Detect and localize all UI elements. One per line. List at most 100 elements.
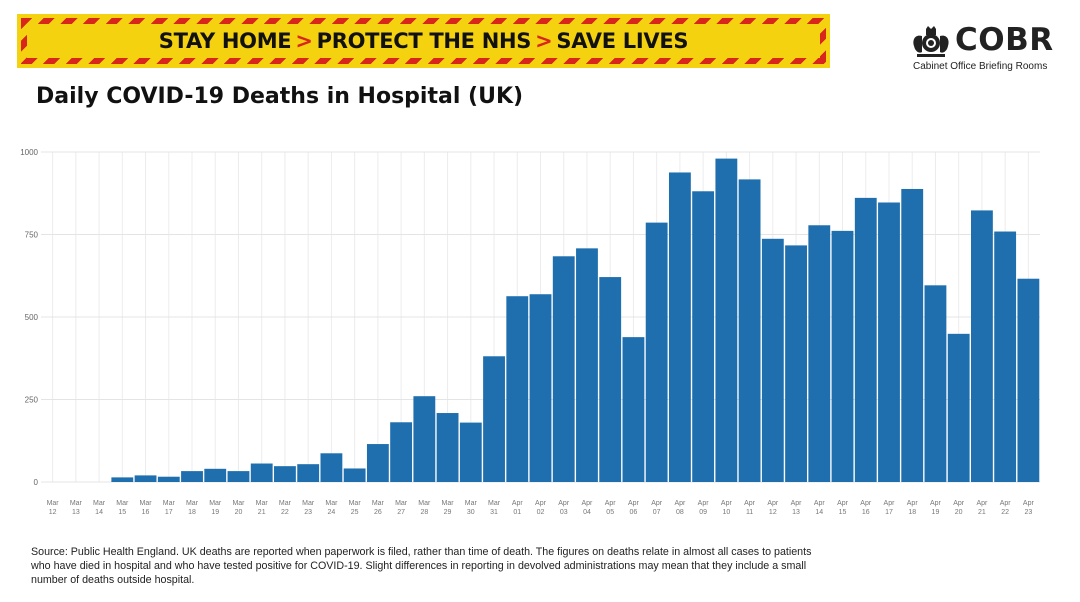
x-tick-label-day: 14 [95, 509, 103, 516]
bar [1017, 278, 1040, 482]
x-tick-label-month: Apr [1023, 500, 1035, 507]
x-tick-label-day: 13 [792, 509, 800, 516]
x-tick-label-day: 12 [49, 509, 57, 516]
source-note: Source: Public Health England. UK deaths… [31, 546, 812, 586]
bar [181, 471, 203, 482]
x-tick-label-month: Apr [860, 500, 872, 507]
x-tick-label-month: Mar [372, 500, 385, 507]
x-tick-label-day: 29 [444, 509, 452, 516]
x-tick-label-month: Apr [837, 500, 849, 507]
x-tick-label-day: 19 [211, 509, 219, 516]
x-tick-label-day: 21 [978, 509, 986, 516]
x-tick-label-month: Apr [698, 500, 710, 507]
y-tick-label: 0 [34, 478, 39, 487]
x-tick-label-month: Apr [814, 500, 826, 507]
x-tick-label-month: Mar [232, 500, 245, 507]
chart-title: Daily COVID-19 Deaths in Hospital (UK) [36, 84, 524, 109]
x-tick-label-day: 08 [676, 509, 684, 516]
bar [785, 245, 807, 482]
bar [552, 256, 575, 482]
x-tick-label-day: 17 [165, 509, 173, 516]
x-tick-label-month: Apr [512, 500, 524, 507]
x-tick-label-day: 06 [630, 509, 638, 516]
x-tick-label-month: Apr [628, 500, 640, 507]
x-tick-label-month: Apr [907, 500, 919, 507]
x-tick-label-month: Apr [674, 500, 686, 507]
bar [157, 476, 180, 482]
x-tick-label-day: 20 [955, 509, 963, 516]
bar [297, 464, 320, 482]
x-tick-label-day: 31 [490, 509, 498, 516]
bar [320, 453, 343, 482]
x-tick-label-month: Mar [395, 500, 408, 507]
x-tick-label-day: 23 [304, 509, 312, 516]
x-tick-label-month: Mar [209, 500, 222, 507]
royal-crest-icon [913, 26, 949, 57]
x-tick-label-month: Mar [116, 500, 129, 507]
x-tick-label-day: 16 [142, 509, 150, 516]
x-tick-label-month: Apr [721, 500, 733, 507]
x-tick-label-day: 10 [722, 509, 730, 516]
bar [761, 238, 784, 482]
x-tick-label-month: Apr [1000, 500, 1012, 507]
bar [506, 296, 529, 482]
chevron-right-icon: > [295, 29, 313, 53]
x-tick-label-month: Mar [325, 500, 338, 507]
x-tick-label-day: 18 [188, 509, 196, 516]
cobr-subtitle: Cabinet Office Briefing Rooms [913, 61, 1048, 72]
x-tick-label-day: 17 [885, 509, 893, 516]
x-tick-label-month: Apr [582, 500, 594, 507]
slogan-text: STAY HOME > PROTECT THE NHS > SAVE LIVES [27, 24, 820, 58]
x-tick-label-day: 11 [746, 509, 753, 516]
bar-chart: 0 250 500 750 1000 Mar 12 Mar 13 Mar 14 Mar 15 Mar 16 M… [20, 148, 1040, 516]
bar [134, 475, 157, 482]
x-tick-label-month: Mar [442, 500, 455, 507]
bar [483, 356, 505, 482]
x-tick-label-day: 22 [281, 509, 289, 516]
y-tick-label: 500 [25, 313, 39, 322]
slogan-protect-nhs: PROTECT THE NHS [316, 29, 532, 53]
bar [831, 230, 854, 482]
bar [529, 294, 552, 482]
bar [668, 172, 691, 482]
x-tick-label-day: 24 [328, 509, 336, 516]
slogan-stay-home: STAY HOME [158, 29, 292, 53]
bar [947, 333, 970, 482]
x-tick-label-month: Mar [140, 500, 153, 507]
bar [390, 422, 413, 482]
x-tick-label-day: 23 [1024, 509, 1032, 516]
bar [854, 197, 877, 482]
x-tick-label-day: 22 [1001, 509, 1009, 516]
x-tick-label-day: 25 [351, 509, 359, 516]
x-tick-label-day: 21 [258, 509, 266, 516]
bar [274, 466, 296, 482]
x-tick-label-day: 20 [235, 509, 243, 516]
y-tick-label: 1000 [20, 148, 38, 157]
bar [599, 277, 622, 482]
x-tick-label-day: 30 [467, 509, 475, 516]
bar [715, 158, 738, 482]
bar [250, 463, 273, 482]
bar [994, 231, 1017, 482]
x-tick-label-day: 15 [118, 509, 126, 516]
x-tick-label-month: Mar [418, 500, 431, 507]
x-tick-label-month: Apr [605, 500, 617, 507]
x-tick-label-month: Mar [256, 500, 269, 507]
x-tick-label-month: Apr [744, 500, 756, 507]
bar [808, 225, 831, 482]
bar [204, 468, 227, 482]
x-tick-label-month: Mar [465, 500, 478, 507]
bar [227, 471, 250, 482]
x-tick-label-month: Mar [349, 500, 362, 507]
x-tick-label-day: 04 [583, 509, 591, 516]
x-tick-label-day: 16 [862, 509, 870, 516]
x-tick-label-day: 14 [815, 509, 823, 516]
y-tick-label: 250 [25, 396, 39, 405]
bar [924, 285, 947, 482]
y-tick-label: 750 [25, 231, 39, 240]
bar [692, 191, 715, 482]
x-tick-label-month: Apr [884, 500, 896, 507]
x-tick-label-month: Apr [953, 500, 965, 507]
x-tick-label-day: 12 [769, 509, 777, 516]
x-tick-label-month: Apr [930, 500, 942, 507]
